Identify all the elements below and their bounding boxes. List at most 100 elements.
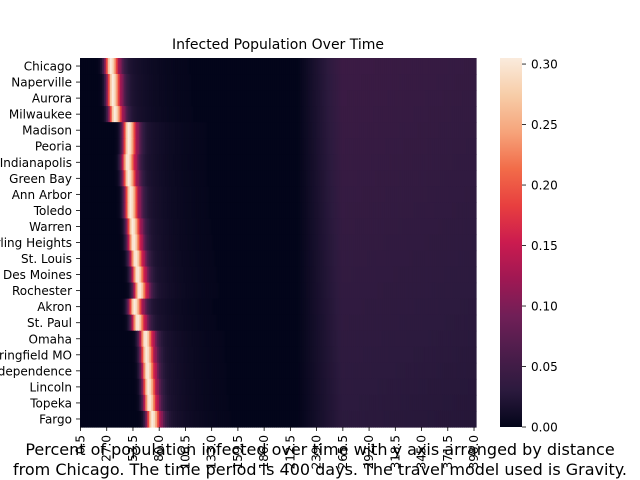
heatmap-cell (125, 282, 129, 300)
heatmap-cell (410, 90, 414, 107)
heatmap-cell (404, 298, 408, 316)
heatmap-cell (466, 250, 469, 268)
heatmap-cell (321, 74, 325, 91)
heatmap-cell (341, 186, 344, 203)
heatmap-cell (186, 74, 190, 91)
heatmap-cell (436, 218, 439, 236)
heatmap-cell (254, 330, 257, 348)
heatmap-cell (238, 138, 241, 155)
heatmap-cell (446, 266, 449, 284)
heatmap-cell (287, 266, 291, 284)
heatmap-cell (307, 394, 311, 412)
heatmap-cell (289, 170, 293, 187)
heatmap-cell (367, 266, 370, 284)
heatmap-cell (378, 250, 382, 268)
heatmap-cell (327, 90, 331, 107)
heatmap-cell (359, 410, 362, 428)
heatmap-cell (81, 282, 85, 300)
heatmap-cell (454, 234, 457, 252)
heatmap-cell (390, 346, 394, 364)
heatmap-cell (250, 314, 253, 332)
heatmap-cell (299, 346, 303, 364)
heatmap-cell (99, 106, 103, 123)
heatmap-cell (85, 410, 89, 428)
heatmap-cell (123, 266, 127, 284)
heatmap-cell (377, 346, 380, 364)
heatmap-cell (204, 282, 208, 300)
heatmap-cell (208, 410, 212, 428)
heatmap-cell (99, 394, 103, 412)
heatmap-cell (242, 282, 245, 300)
heatmap-cell (418, 378, 422, 396)
heatmap-cell (386, 138, 390, 155)
heatmap-cell (462, 90, 465, 107)
heatmap-cell (422, 362, 426, 380)
heatmap-cell (396, 154, 400, 171)
heatmap-cell (91, 346, 95, 364)
heatmap-cell (369, 298, 372, 316)
heatmap-cell (323, 218, 327, 236)
heatmap-cell (353, 330, 356, 348)
heatmap-cell (266, 138, 269, 155)
heatmap-cell (335, 154, 338, 171)
heatmap-cell (113, 170, 117, 187)
heatmap-cell (252, 122, 255, 139)
heatmap-cell (321, 218, 325, 236)
heatmap-cell (464, 202, 467, 220)
heatmap-cell (226, 298, 230, 316)
heatmap-cell (400, 74, 404, 91)
heatmap-cell (180, 250, 184, 268)
heatmap-cell (111, 362, 115, 380)
heatmap-cell (81, 90, 85, 107)
heatmap-cell (153, 362, 156, 380)
heatmap-cell (238, 362, 241, 380)
heatmap-cell (450, 378, 453, 396)
heatmap-cell (468, 186, 471, 203)
heatmap-cell (117, 346, 121, 364)
heatmap-cell (333, 362, 337, 380)
heatmap-cell (256, 314, 259, 332)
heatmap-cell (349, 298, 352, 316)
heatmap-cell (458, 378, 461, 396)
heatmap-cell (343, 202, 346, 220)
heatmap-cell (297, 250, 301, 268)
heatmap-cell (333, 58, 337, 75)
heatmap-cell (392, 218, 396, 236)
heatmap-cell (444, 138, 447, 155)
heatmap-cell (258, 362, 261, 380)
heatmap-cell (117, 298, 121, 316)
heatmap-cell (313, 250, 317, 268)
heatmap-cell (151, 266, 154, 284)
heatmap-cell (444, 378, 447, 396)
heatmap-cell (105, 138, 109, 155)
heatmap-cell (268, 346, 271, 364)
heatmap-cell (384, 330, 388, 348)
heatmap-cell (343, 234, 346, 252)
heatmap-cell (212, 218, 216, 236)
heatmap-cell (115, 282, 119, 300)
heatmap-cell (186, 346, 190, 364)
heatmap-cell (355, 122, 358, 139)
heatmap-cell (305, 298, 309, 316)
heatmap-cell (458, 250, 461, 268)
heatmap-cell (359, 138, 362, 155)
heatmap-cell (137, 346, 140, 364)
heatmap-cell (246, 250, 249, 268)
heatmap-cell (341, 266, 344, 284)
heatmap-cell (392, 298, 396, 316)
heatmap-cell (386, 106, 390, 123)
heatmap-cell (359, 202, 362, 220)
heatmap-cell (105, 250, 109, 268)
heatmap-cell (163, 58, 166, 75)
heatmap-cell (252, 314, 255, 332)
heatmap-cell (133, 170, 137, 187)
heatmap-cell (246, 410, 249, 428)
heatmap-cell (272, 362, 275, 380)
heatmap-cell (262, 234, 265, 252)
heatmap-cell (206, 58, 210, 75)
heatmap-cell (262, 314, 265, 332)
heatmap-cell (436, 394, 439, 412)
heatmap-cell (173, 298, 176, 316)
heatmap-cell (363, 378, 366, 396)
